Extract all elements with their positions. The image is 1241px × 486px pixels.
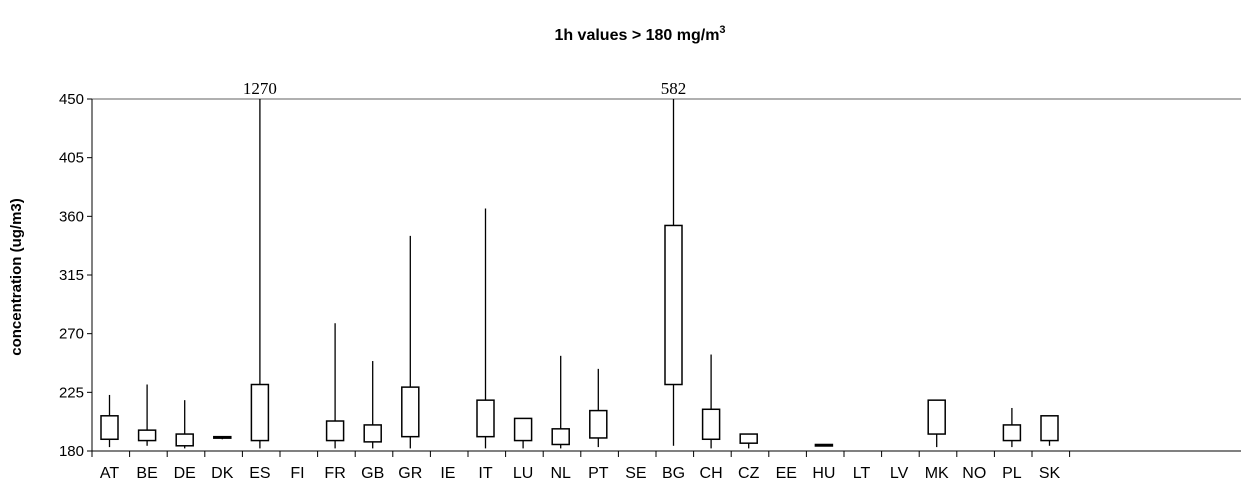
x-tick-label-ch: CH [700, 465, 723, 482]
box-body [551, 428, 570, 446]
y-tick-label: 315 [59, 267, 84, 284]
y-tick-label: 180 [59, 443, 84, 460]
box-it [476, 208, 495, 449]
box-lu [513, 417, 533, 449]
x-tick-label-ie: IE [440, 465, 455, 482]
box-sk [1040, 415, 1059, 446]
x-tick-label-de: DE [174, 465, 196, 482]
box-body [739, 433, 758, 444]
y-tick-label: 360 [59, 208, 84, 225]
box-body [664, 224, 683, 386]
box-pt [589, 368, 608, 448]
max-value-annotation-es: 1270 [243, 79, 277, 98]
box-dk [213, 435, 232, 440]
box-body [927, 399, 946, 435]
x-tick-label-no: NO [962, 465, 986, 482]
box-body [250, 383, 270, 442]
box-es [250, 99, 270, 449]
box-body [213, 435, 232, 439]
box-gb [363, 361, 382, 449]
box-body [401, 386, 420, 438]
box-body [175, 433, 194, 447]
x-tick-label-sk: SK [1039, 465, 1061, 482]
box-body [701, 408, 721, 441]
x-tick-label-fi: FI [290, 465, 304, 482]
box-body [814, 443, 834, 447]
x-tick-label-hu: HU [812, 465, 835, 482]
x-tick-label-cz: CZ [738, 465, 760, 482]
y-tick-label: 450 [59, 91, 84, 108]
box-body [513, 417, 533, 442]
x-tick-label-at: AT [100, 465, 119, 482]
max-value-annotation-bg: 582 [661, 79, 687, 98]
box-body [325, 420, 345, 442]
x-tick-label-lv: LV [890, 465, 909, 482]
box-body [1040, 415, 1059, 442]
x-tick-label-pl: PL [1002, 465, 1022, 482]
x-tick-label-gb: GB [361, 465, 384, 482]
box-mk [927, 399, 946, 448]
box-body [363, 424, 382, 443]
box-nl [551, 355, 570, 449]
x-tick-label-mk: MK [925, 465, 949, 482]
y-tick-label: 225 [59, 384, 84, 401]
x-tick-label-gr: GR [398, 465, 422, 482]
box-gr [401, 235, 420, 449]
x-tick-label-se: SE [625, 465, 646, 482]
x-tick-label-nl: NL [550, 465, 571, 482]
box-hu [814, 443, 834, 447]
x-tick-label-be: BE [136, 465, 157, 482]
x-tick-label-bg: BG [662, 465, 685, 482]
y-tick-label: 405 [59, 150, 84, 167]
x-tick-label-fr: FR [324, 465, 345, 482]
x-tick-label-ee: EE [776, 465, 797, 482]
plot-area: 180 225 270 315 360 405 450 AT BE DE DK ES FI FR GB GR I… [59, 79, 1241, 482]
box-bg [664, 99, 683, 446]
box-cz [739, 433, 758, 449]
x-tick-label-lu: LU [513, 465, 533, 482]
chart-title: 1h values > 180 mg/m3 [554, 24, 725, 44]
y-axis-label: concentration (ug/m3) [8, 198, 25, 356]
x-tick-label-lt: LT [853, 465, 871, 482]
x-tick-label-pt: PT [588, 465, 609, 482]
box-body [589, 409, 608, 439]
box-de [175, 400, 194, 449]
box-body [476, 399, 495, 438]
box-pl [1002, 407, 1022, 448]
box-ch [701, 354, 721, 449]
box-fr [325, 323, 345, 449]
box-be [137, 384, 157, 446]
x-tick-label-es: ES [249, 465, 270, 482]
x-tick-label-it: IT [478, 465, 492, 482]
box-body [137, 429, 157, 442]
x-tick-label-dk: DK [211, 465, 234, 482]
box-at [100, 394, 119, 448]
box-body [1002, 424, 1022, 442]
y-tick-label: 270 [59, 326, 84, 343]
box-body [100, 415, 119, 441]
